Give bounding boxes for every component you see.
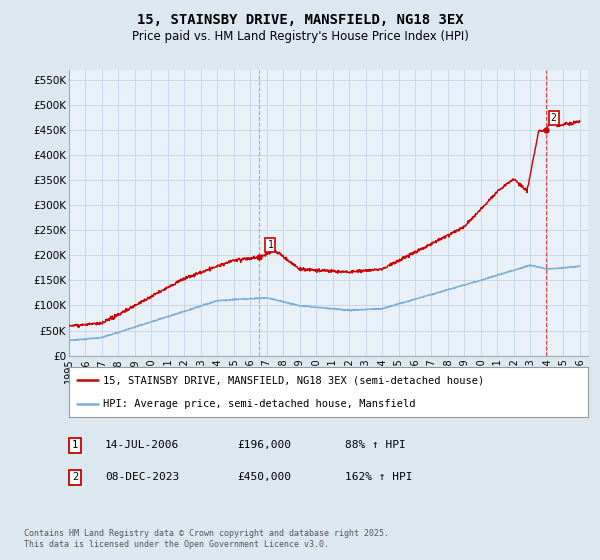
Text: HPI: Average price, semi-detached house, Mansfield: HPI: Average price, semi-detached house,… xyxy=(103,399,415,409)
Text: Contains HM Land Registry data © Crown copyright and database right 2025.
This d: Contains HM Land Registry data © Crown c… xyxy=(24,529,389,549)
Text: 1: 1 xyxy=(72,440,78,450)
Text: 2: 2 xyxy=(72,472,78,482)
Text: 88% ↑ HPI: 88% ↑ HPI xyxy=(345,440,406,450)
Text: 15, STAINSBY DRIVE, MANSFIELD, NG18 3EX (semi-detached house): 15, STAINSBY DRIVE, MANSFIELD, NG18 3EX … xyxy=(103,375,484,385)
Text: £196,000: £196,000 xyxy=(237,440,291,450)
Text: 14-JUL-2006: 14-JUL-2006 xyxy=(105,440,179,450)
Text: 08-DEC-2023: 08-DEC-2023 xyxy=(105,472,179,482)
Text: Price paid vs. HM Land Registry's House Price Index (HPI): Price paid vs. HM Land Registry's House … xyxy=(131,30,469,43)
Text: 162% ↑ HPI: 162% ↑ HPI xyxy=(345,472,413,482)
Text: £450,000: £450,000 xyxy=(237,472,291,482)
Text: 1: 1 xyxy=(268,240,273,250)
Text: 2: 2 xyxy=(551,113,557,123)
Text: 15, STAINSBY DRIVE, MANSFIELD, NG18 3EX: 15, STAINSBY DRIVE, MANSFIELD, NG18 3EX xyxy=(137,13,463,27)
